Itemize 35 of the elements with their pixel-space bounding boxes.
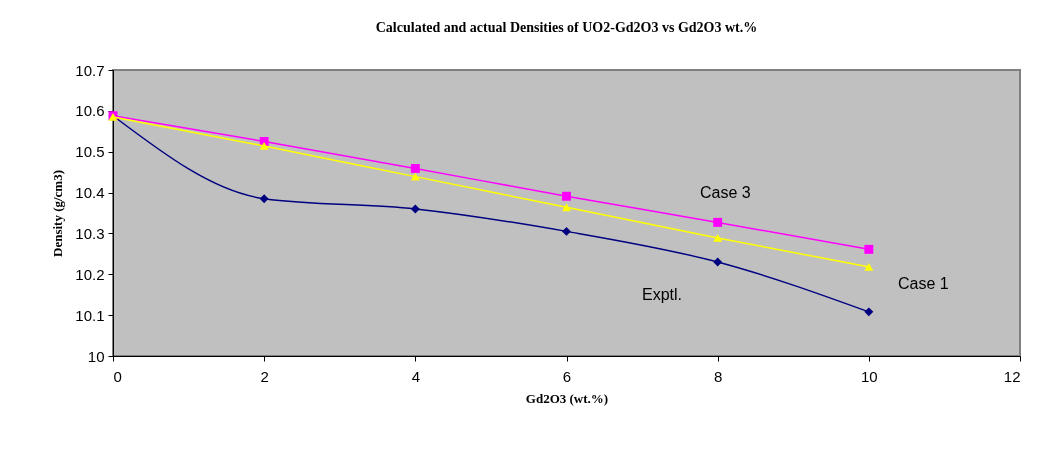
- y-tick-label: 10.7: [75, 61, 105, 79]
- series-label: Exptl.: [642, 286, 683, 303]
- x-tick-label: 10: [860, 367, 878, 385]
- x-axis-title: Gd2O3 (wt.%): [525, 390, 609, 406]
- y-tick-label: 10.5: [75, 143, 105, 161]
- y-tick-label: 10.1: [75, 306, 105, 324]
- point: [562, 191, 571, 201]
- x-tick-label: 8: [713, 367, 723, 385]
- series-label: Case 3: [700, 184, 751, 201]
- point: [410, 163, 420, 173]
- x-tick-label: 6: [562, 367, 572, 385]
- x-tick-label: 4: [411, 367, 421, 385]
- x-tick-label: 12: [1003, 367, 1021, 385]
- series-label: Case 1: [898, 275, 949, 292]
- y-tick-label: 10: [87, 347, 105, 365]
- point: [713, 234, 723, 242]
- point: [410, 204, 420, 214]
- y-tick-label: 10.6: [75, 102, 105, 120]
- point: [562, 226, 571, 236]
- point: [713, 257, 723, 267]
- x-tick-label: 2: [260, 367, 269, 385]
- point: [864, 244, 874, 254]
- y-tick-label: 10.3: [75, 224, 105, 242]
- point: [410, 172, 420, 181]
- point: [562, 203, 571, 212]
- chart-title: Calculated and actual Densities of UO2-Gd2O3 vs Gd2O3 wt.%: [375, 20, 758, 35]
- y-tick-label: 10.2: [75, 265, 105, 283]
- point: [259, 142, 269, 150]
- point: [713, 217, 723, 227]
- y-tick-label: 10.4: [75, 184, 105, 202]
- y-axis-title: Density (g/cm3): [50, 169, 66, 258]
- x-tick-label: 0: [113, 367, 122, 385]
- point: [864, 307, 874, 317]
- point: [259, 194, 269, 204]
- point: [864, 263, 874, 271]
